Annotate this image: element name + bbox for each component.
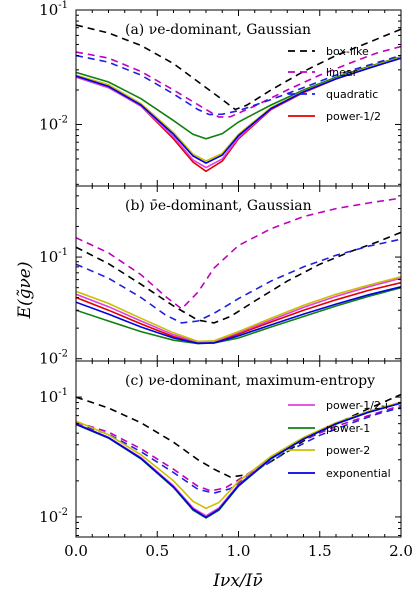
y-axis-label: E(g̃νe) xyxy=(15,262,35,320)
y-tick-label: 10-1 xyxy=(39,247,68,266)
x-tick-label: 1.5 xyxy=(308,542,332,560)
panel-title: (a) νe-dominant, Gaussian xyxy=(125,22,311,38)
panel-b: 10-2 10-1 (b) ν̄e-dominant, Gaussian xyxy=(39,185,402,368)
panels: 10-2 10-1 (a) νe-dominant, Gaussian box-lik… xyxy=(39,0,402,538)
legend-label: power-1 xyxy=(326,422,370,435)
panel-title: (b) ν̄e-dominant, Gaussian xyxy=(125,198,312,214)
series-line-quadratic xyxy=(76,54,401,116)
y-tick-label: 10-1 xyxy=(39,387,68,406)
series-line-power-1 xyxy=(76,56,401,140)
series-line-power-1 xyxy=(76,286,401,345)
series-line-exponential xyxy=(76,402,401,519)
legend: power-1/2-i power-1 power-2 exponential xyxy=(288,399,391,480)
series-lines xyxy=(76,197,401,345)
legend-label: linear xyxy=(326,66,358,79)
x-tick-label: 1.0 xyxy=(227,542,251,560)
series-line-quadratic xyxy=(76,238,401,324)
panel-c: 10-2 10-1 (c) νe-dominant, maximum-entropy… xyxy=(39,360,402,538)
legend-label: power-1/2-i xyxy=(326,399,388,412)
series-line-linear xyxy=(76,45,401,118)
series-line-exponential xyxy=(76,57,401,165)
series-line-box-like xyxy=(76,24,401,111)
series-line-power-2 xyxy=(76,276,401,343)
series-line-quadratic xyxy=(76,406,401,494)
x-axis-label: Iνx/Iν̄ xyxy=(212,571,262,591)
x-tick-label: 2.0 xyxy=(389,542,413,560)
panel-title: (c) νe-dominant, maximum-entropy xyxy=(125,373,375,389)
legend-label: box-like xyxy=(326,45,369,58)
series-line-exponential xyxy=(76,286,401,345)
series-line-linear xyxy=(76,404,401,492)
series-line-power-1 xyxy=(76,402,401,519)
x-tick-label: 0.0 xyxy=(64,542,88,560)
series-line-power-1-2 xyxy=(76,401,401,517)
series-line-power-2 xyxy=(76,401,401,510)
legend-label: exponential xyxy=(326,467,391,480)
y-tick-label: 10-2 xyxy=(39,349,68,368)
series-line-linear xyxy=(76,197,401,310)
x-tick-labels: 0.0 0.5 1.0 1.5 2.0 xyxy=(64,542,413,560)
legend: box-like linear quadratic power-1/2 xyxy=(288,45,381,123)
legend-label: power-2 xyxy=(326,444,370,457)
y-tick-label: 10-2 xyxy=(39,114,68,133)
legend-label: quadratic xyxy=(326,88,378,101)
panel-a: 10-2 10-1 (a) νe-dominant, Gaussian box-lik… xyxy=(39,0,402,187)
series-line-power-1-2-i xyxy=(76,277,401,344)
series-line-power-1-2 xyxy=(76,281,401,345)
x-tick-label: 0.5 xyxy=(145,542,169,560)
series-line-power-1-2-i xyxy=(76,401,401,517)
legend-label: power-1/2 xyxy=(326,110,381,123)
series-line-box-like xyxy=(76,231,401,324)
y-tick-label: 10-2 xyxy=(39,507,68,526)
series-lines xyxy=(76,393,401,519)
y-tick-label: 10-1 xyxy=(39,0,68,19)
series-lines xyxy=(76,24,401,173)
